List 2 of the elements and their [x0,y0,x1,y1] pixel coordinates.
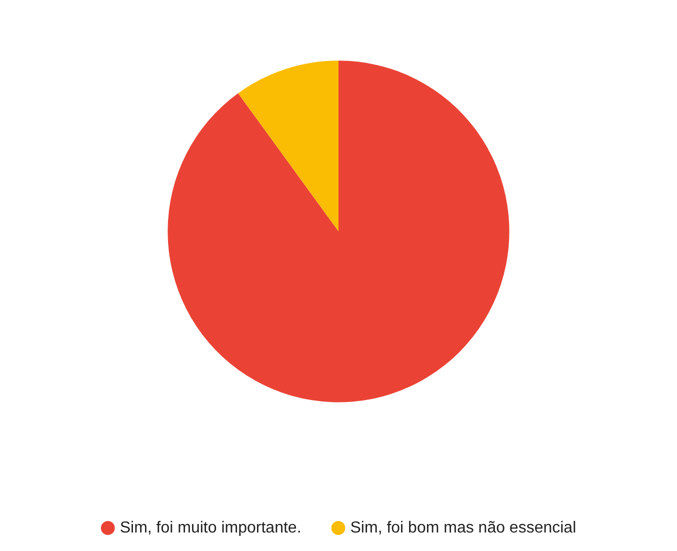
legend-label: Sim, foi muito importante. [120,520,302,536]
legend-label: Sim, foi bom mas não essencial [350,520,576,536]
